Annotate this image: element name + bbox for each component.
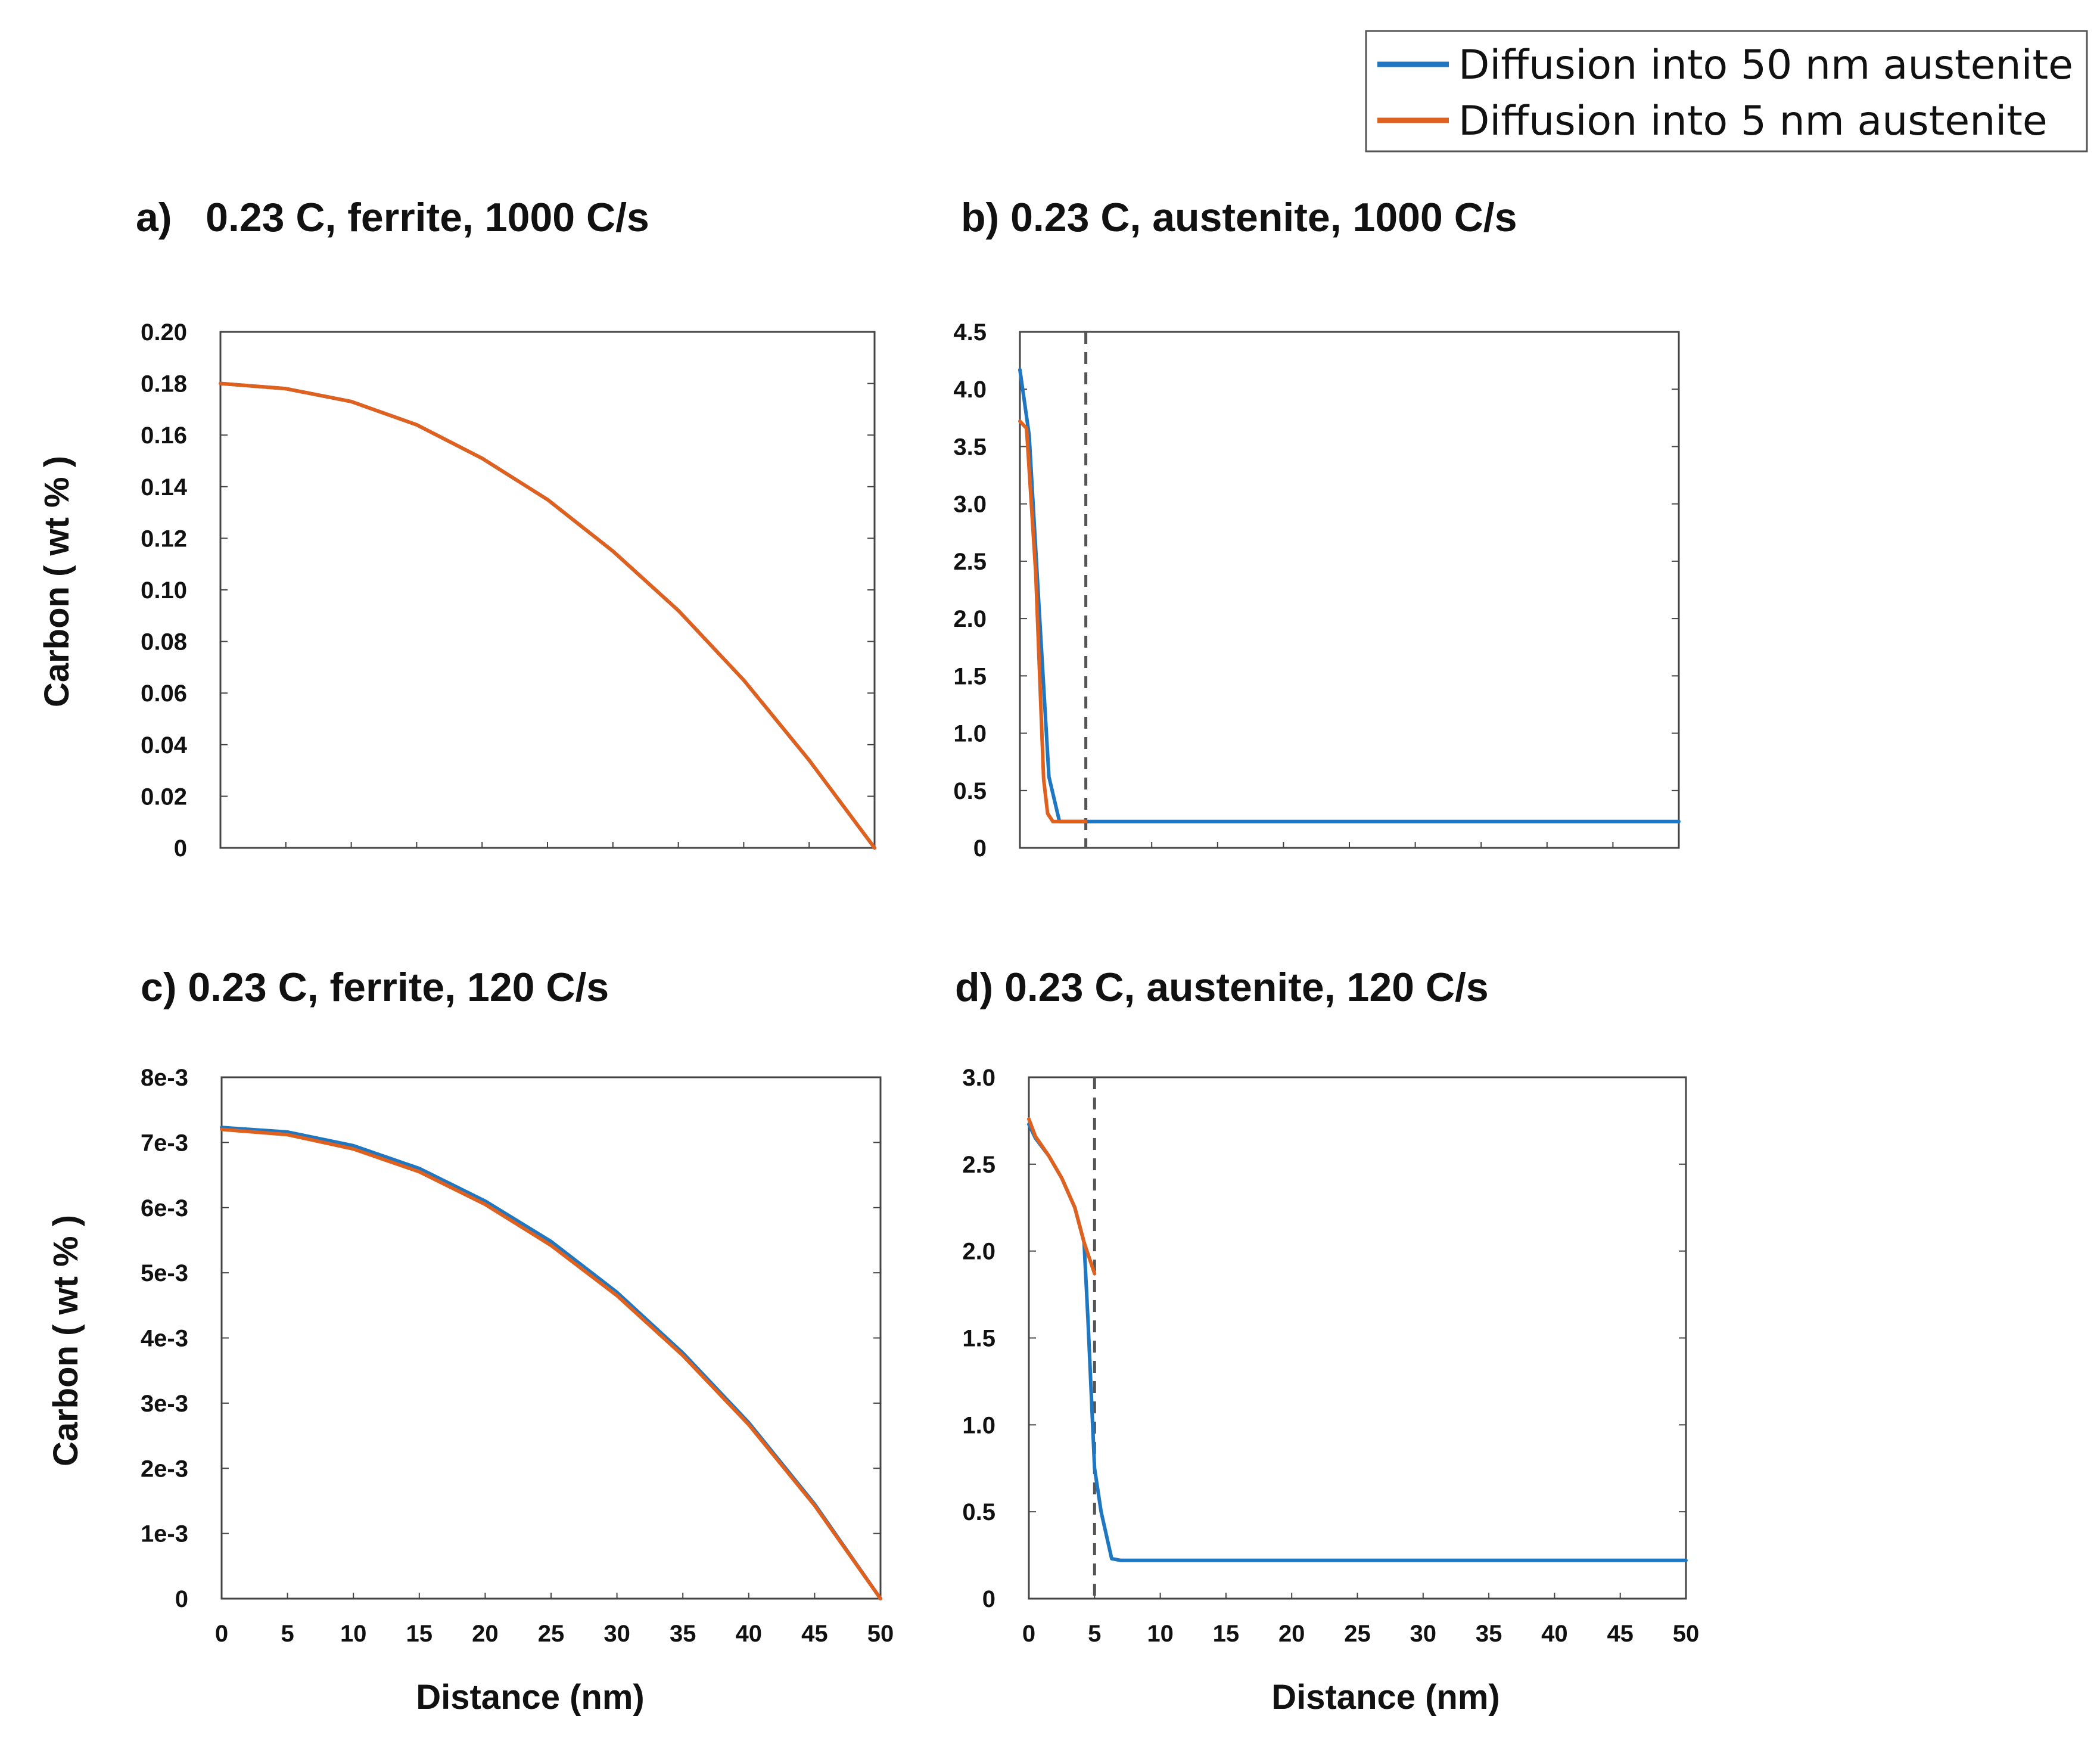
y-tick-label-a: 0.18 (141, 371, 187, 397)
x-tick-label-d: 25 (1344, 1621, 1371, 1647)
x-tick-label-c: 0 (215, 1621, 228, 1647)
y-tick-label-d: 1.0 (962, 1412, 995, 1438)
series-line-5nm-c (220, 1127, 882, 1600)
x-tick-label-c: 20 (472, 1621, 499, 1647)
x-tick-label-d: 0 (1022, 1621, 1035, 1647)
series-line-50nm-a (219, 381, 876, 850)
y-tick-label-b: 4.5 (953, 319, 987, 346)
series-line-50nm-b (1018, 368, 1681, 823)
y-tick-label-a: 0.16 (141, 422, 187, 449)
y-tick-label-c: 4e-3 (141, 1326, 188, 1352)
y-tick-label-d: 2.0 (962, 1239, 995, 1265)
plot-frame-c (220, 1076, 882, 1600)
series-line-5nm-b (1018, 419, 1088, 823)
y-tick-label-b: 2.5 (953, 549, 987, 575)
panel-title-a: a) 0.23 C, ferrite, 1000 C/s (136, 195, 649, 240)
y-tick-label-c: 1e-3 (141, 1521, 188, 1547)
y-tick-label-c: 5e-3 (141, 1260, 188, 1286)
y-tick-label-b: 4.0 (953, 377, 987, 403)
y-axis-label-c: Carbon ( wt % ) (46, 1215, 85, 1466)
y-axis-label-a: Carbon ( wt % ) (38, 456, 76, 707)
y-tick-label-d: 1.5 (962, 1326, 995, 1352)
x-tick-label-d: 15 (1213, 1621, 1240, 1647)
y-tick-label-c: 0 (175, 1586, 188, 1612)
panel-title-c: c) 0.23 C, ferrite, 120 C/s (141, 965, 609, 1010)
x-tick-label-d: 35 (1476, 1621, 1502, 1647)
y-tick-label-b: 1.5 (953, 663, 987, 689)
y-tick-label-d: 2.5 (962, 1152, 995, 1178)
x-axis-label-d: Distance (nm) (1271, 1678, 1500, 1717)
y-tick-label-a: 0.12 (141, 526, 187, 552)
y-tick-label-b: 0.5 (953, 778, 987, 804)
x-tick-label-c: 5 (281, 1621, 294, 1647)
y-tick-label-b: 1.0 (953, 721, 987, 747)
panel-d: d) 0.23 C, austenite, 120 C/s Distance (… (955, 965, 1699, 1717)
y-tick-label-c: 6e-3 (141, 1195, 188, 1221)
panel-title-b: b) 0.23 C, austenite, 1000 C/s (961, 195, 1517, 240)
y-tick-label-a: 0.02 (141, 784, 187, 810)
y-tick-label-a: 0.10 (141, 577, 187, 604)
x-tick-label-c: 15 (406, 1621, 433, 1647)
y-tick-label-a: 0.06 (141, 680, 187, 707)
y-tick-label-b: 2.0 (953, 606, 987, 632)
y-tick-label-a: 0.08 (141, 629, 187, 655)
x-tick-label-d: 5 (1088, 1621, 1101, 1647)
x-tick-label-c: 30 (603, 1621, 630, 1647)
y-tick-label-d: 3.0 (962, 1065, 995, 1091)
y-tick-label-a: 0.04 (141, 732, 188, 759)
x-tick-label-c: 50 (867, 1621, 894, 1647)
panel-b: b) 0.23 C, austenite, 1000 C/s 0 0.5 1.0 1.… (953, 195, 1681, 862)
y-tick-label-c: 3e-3 (141, 1391, 188, 1417)
plot-area-d: 0 0.5 1.0 1.5 2.0 2.5 3.0 0 5 10 15 20 25 30 35 40 45 50 (962, 1065, 1699, 1647)
x-tick-label-c: 35 (670, 1621, 696, 1647)
panel-title-d: d) 0.23 C, austenite, 120 C/s (955, 965, 1489, 1010)
y-tick-label-b: 0 (973, 835, 987, 862)
legend-label-5nm: Diffusion into 5 nm austenite (1458, 98, 2048, 145)
legend-box (1365, 30, 2088, 153)
y-tick-label-a: 0 (174, 835, 187, 862)
plot-frame-d (1028, 1076, 1687, 1600)
x-tick-label-d: 50 (1673, 1621, 1700, 1647)
y-tick-label-c: 8e-3 (141, 1065, 188, 1091)
x-tick-label-d: 10 (1147, 1621, 1174, 1647)
panel-c: c) 0.23 C, ferrite, 120 C/s Carbon ( wt … (46, 965, 894, 1717)
y-tick-label-d: 0 (982, 1586, 995, 1612)
series-line-5nm-d (1027, 1117, 1097, 1276)
plot-area-b: 0 0.5 1.0 1.5 2.0 2.5 3.0 3.5 4.0 4.5 (953, 319, 1681, 862)
legend: Diffusion into 50 nm austenite Diffusion… (1365, 30, 2088, 153)
series-line-5nm-a (219, 381, 876, 850)
x-tick-label-c: 10 (340, 1621, 367, 1647)
x-tick-label-c: 40 (736, 1621, 763, 1647)
panel-a: a) 0.23 C, ferrite, 1000 C/s Carbon ( wt… (38, 195, 876, 862)
y-tick-label-b: 3.0 (953, 492, 987, 518)
x-tick-label-c: 25 (538, 1621, 565, 1647)
plot-area-a: 0 0.02 0.04 0.06 0.08 0.10 0.12 0.14 0.16 0.18 0.2… (141, 319, 876, 862)
y-tick-label-a: 0.20 (141, 319, 187, 346)
y-tick-label-d: 0.5 (962, 1499, 995, 1525)
x-tick-label-d: 45 (1607, 1621, 1634, 1647)
plot-area-c: 0 1e-3 2e-3 3e-3 4e-3 5e-3 6e-3 7e-3 8e-3 0 5 10 15 2… (141, 1065, 894, 1647)
x-tick-label-d: 30 (1410, 1621, 1437, 1647)
y-tick-label-c: 7e-3 (141, 1130, 188, 1156)
x-tick-label-d: 20 (1278, 1621, 1305, 1647)
x-tick-label-d: 40 (1541, 1621, 1568, 1647)
plot-frame-b (1019, 331, 1680, 849)
x-axis-label-c: Distance (nm) (416, 1678, 645, 1717)
y-tick-label-b: 3.5 (953, 434, 987, 460)
legend-label-50nm: Diffusion into 50 nm austenite (1458, 42, 2073, 89)
series-line-50nm-c (220, 1126, 882, 1600)
series-line-50nm-d (1027, 1122, 1688, 1562)
y-tick-label-a: 0.14 (141, 474, 188, 501)
plot-frame-a (219, 331, 876, 849)
y-tick-label-c: 2e-3 (141, 1456, 188, 1482)
x-tick-label-c: 45 (801, 1621, 828, 1647)
